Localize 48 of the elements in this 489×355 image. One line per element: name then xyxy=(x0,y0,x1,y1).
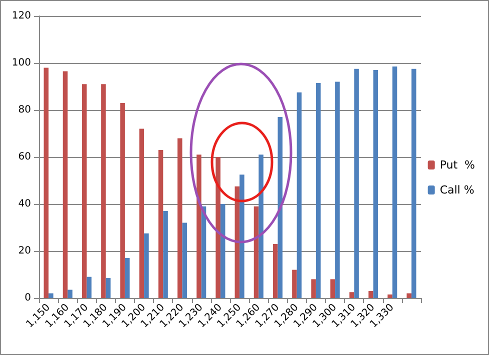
y-tick-label: 40 xyxy=(18,198,31,210)
bar xyxy=(234,186,240,298)
y-tick-label: 0 xyxy=(24,292,31,304)
bar xyxy=(311,279,316,298)
bar xyxy=(196,154,202,298)
bar xyxy=(48,293,54,298)
legend-label: Put % xyxy=(440,158,475,172)
bar xyxy=(240,174,244,298)
bar xyxy=(258,154,264,298)
bar xyxy=(163,211,168,298)
bar xyxy=(388,294,392,298)
y-tick-label: 120 xyxy=(12,10,31,22)
bar xyxy=(316,82,321,298)
bar xyxy=(254,206,259,298)
bar xyxy=(101,84,106,298)
legend-label: Call % xyxy=(440,184,474,196)
bar xyxy=(120,102,125,298)
y-tick-label: 20 xyxy=(18,246,31,256)
bar xyxy=(182,222,188,298)
y-tick-label: 60 xyxy=(18,152,31,162)
bar xyxy=(158,150,164,298)
bar xyxy=(216,157,220,298)
bar xyxy=(62,71,68,298)
bar xyxy=(335,82,340,298)
bar xyxy=(68,290,72,298)
bar xyxy=(86,276,92,298)
y-tick-label: 100 xyxy=(12,58,31,68)
bar xyxy=(177,138,182,298)
bar xyxy=(296,92,302,298)
bar xyxy=(392,66,398,298)
bar xyxy=(349,292,354,298)
bar xyxy=(139,128,144,298)
bar xyxy=(278,117,283,298)
bar xyxy=(82,84,87,298)
bar xyxy=(106,278,111,298)
bar xyxy=(406,293,412,298)
bar xyxy=(373,70,378,298)
bar xyxy=(144,233,149,298)
bar xyxy=(411,68,416,298)
y-tick-label: 80 xyxy=(18,104,31,116)
bar xyxy=(124,258,130,298)
bar xyxy=(330,279,336,298)
bar xyxy=(272,244,278,298)
bar xyxy=(354,68,359,298)
bar xyxy=(368,290,374,298)
bar xyxy=(220,204,226,298)
bar xyxy=(292,270,297,298)
bar xyxy=(44,68,49,298)
